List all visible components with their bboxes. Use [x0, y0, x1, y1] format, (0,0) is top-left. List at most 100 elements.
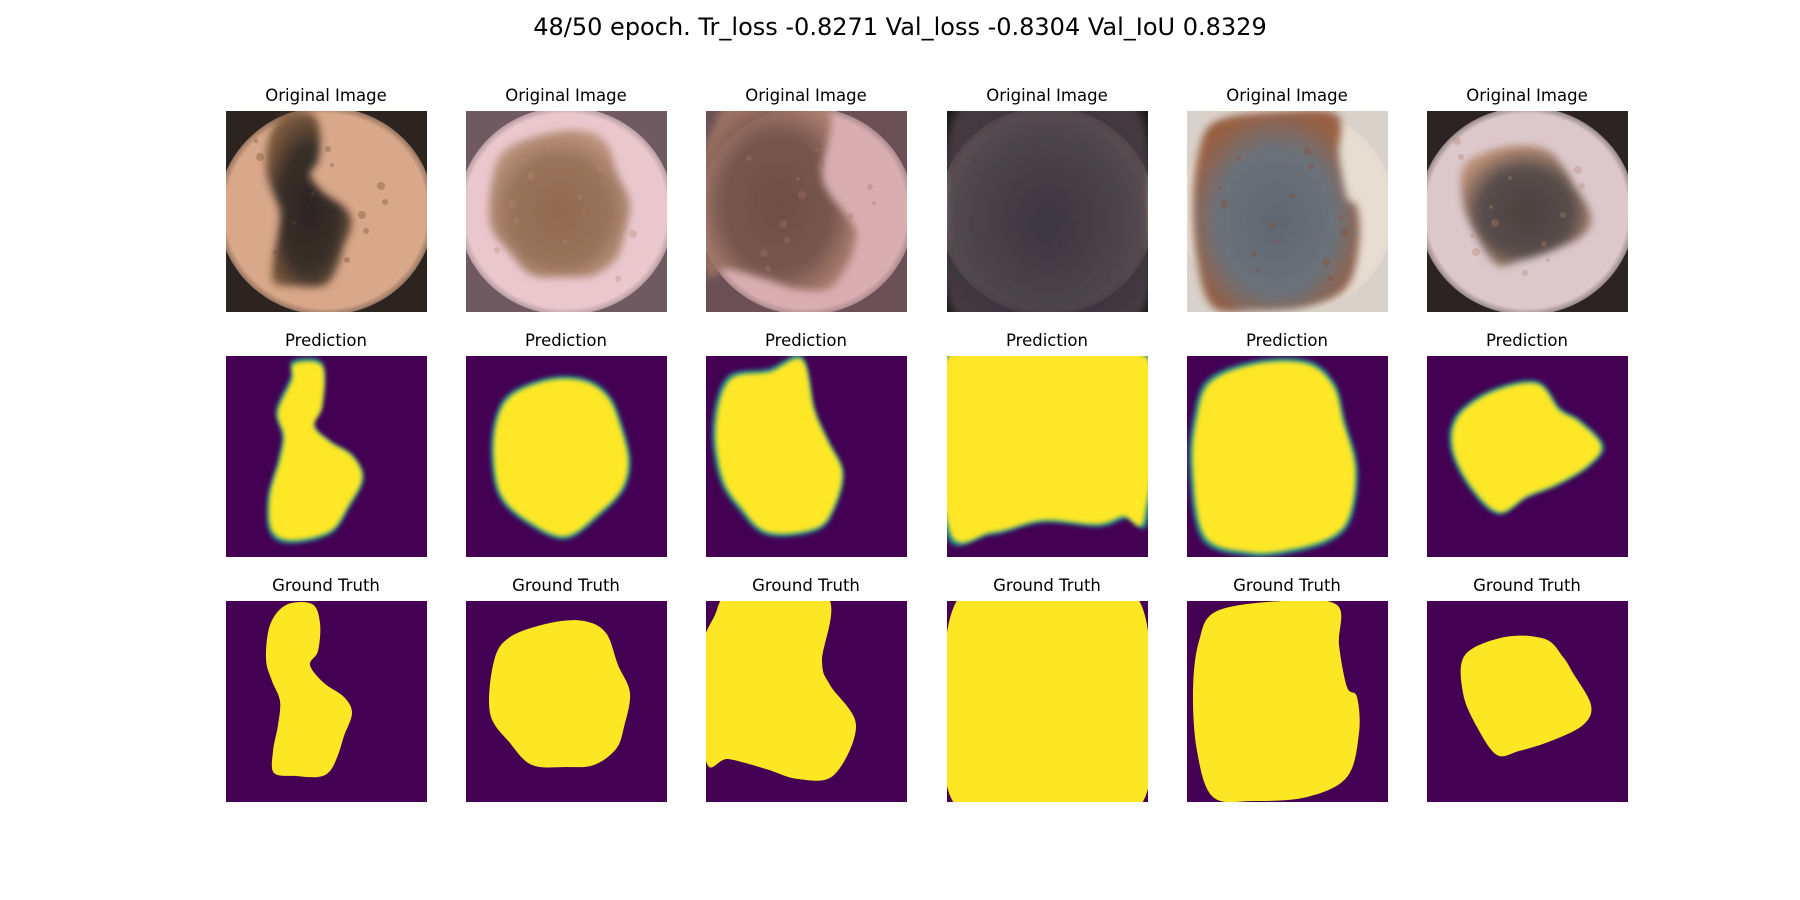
texture-spot: [1339, 215, 1343, 219]
texture-spot: [1089, 181, 1097, 189]
texture-spot: [508, 201, 516, 209]
texture-spot: [1220, 200, 1228, 208]
ground-truth-image: [706, 601, 907, 802]
texture-spot: [1541, 241, 1547, 247]
texture-spot: [601, 182, 605, 186]
texture-spot: [1508, 176, 1512, 180]
panel-title-ground-truth: Ground Truth: [512, 576, 620, 595]
ground-truth-image: [1187, 601, 1388, 802]
original-image: [706, 111, 907, 312]
panel-title-original: Original Image: [745, 86, 867, 105]
texture-spot: [292, 221, 296, 225]
texture-spot: [1560, 212, 1566, 218]
texture-spot: [544, 269, 548, 273]
texture-spot: [1032, 268, 1040, 276]
texture-spot: [596, 165, 602, 171]
texture-spot: [1270, 222, 1276, 228]
ground-truth-mask: [489, 620, 631, 768]
prediction-image: [706, 356, 907, 557]
original-svg: [1187, 111, 1388, 312]
texture-spot: [1470, 234, 1474, 238]
ground-truth-svg: [1427, 601, 1628, 802]
prediction-mask: [1192, 361, 1356, 554]
texture-spot: [577, 194, 583, 200]
panel-title-ground-truth: Ground Truth: [1473, 576, 1581, 595]
texture-spot: [1251, 251, 1257, 257]
texture-spot: [784, 237, 790, 243]
texture-spot: [746, 155, 752, 161]
ground-truth-svg: [226, 601, 427, 802]
texture-spot: [1070, 210, 1078, 218]
texture-spot: [563, 240, 567, 244]
panel-title-original: Original Image: [265, 86, 387, 105]
texture-spot: [1453, 137, 1461, 145]
prediction-svg: [1187, 356, 1388, 557]
prediction-image: [1187, 356, 1388, 557]
panel-title-prediction: Prediction: [1246, 331, 1328, 350]
panel-title-prediction: Prediction: [1486, 331, 1568, 350]
texture-spot: [872, 201, 876, 205]
texture-spot: [1087, 167, 1091, 171]
texture-spot: [1218, 186, 1222, 190]
texture-spot: [254, 139, 258, 143]
figure-suptitle: 48/50 epoch. Tr_loss -0.8271 Val_loss -0…: [533, 13, 1267, 41]
original-image: [947, 111, 1148, 312]
prediction-image: [1427, 356, 1628, 557]
prediction-svg: [706, 356, 907, 557]
texture-spot: [1037, 145, 1043, 151]
prediction-image: [226, 356, 427, 557]
panel-title-ground-truth: Ground Truth: [752, 576, 860, 595]
texture-spot: [779, 220, 787, 228]
texture-spot: [358, 211, 366, 219]
texture-spot: [546, 143, 554, 151]
prediction-svg: [466, 356, 667, 557]
texture-spot: [1018, 174, 1024, 180]
ground-truth-image: [226, 601, 427, 802]
texture-spot: [273, 250, 277, 254]
texture-spot: [760, 249, 768, 257]
texture-spot: [867, 184, 873, 190]
lesion: [1460, 145, 1592, 267]
texture-spot: [527, 172, 535, 180]
panel-title-original: Original Image: [1466, 86, 1588, 105]
texture-spot: [1289, 193, 1295, 199]
texture-spot: [1546, 258, 1550, 262]
texture-spot: [1489, 205, 1493, 209]
texture-spot: [817, 162, 825, 170]
ground-truth-svg: [947, 601, 1148, 802]
lesion: [947, 111, 1148, 312]
prediction-mask: [947, 356, 1148, 543]
texture-spot: [848, 213, 854, 219]
texture-spot: [1327, 275, 1333, 281]
texture-spot: [1527, 147, 1531, 151]
texture-spot: [256, 153, 264, 161]
panel-title-prediction: Prediction: [765, 331, 847, 350]
texture-spot: [815, 148, 819, 152]
texture-spot: [1051, 239, 1059, 247]
texture-spot: [1237, 157, 1241, 161]
texture-spot: [525, 158, 529, 162]
texture-spot: [615, 276, 621, 282]
texture-spot: [1522, 270, 1528, 276]
texture-spot: [344, 257, 350, 263]
ground-truth-svg: [466, 601, 667, 802]
panel-title-original: Original Image: [505, 86, 627, 105]
texture-spot: [382, 199, 388, 205]
texture-spot: [363, 228, 369, 234]
lesion: [489, 130, 631, 278]
prediction-svg: [226, 356, 427, 557]
original-svg: [1427, 111, 1628, 312]
texture-spot: [1056, 256, 1062, 262]
ground-truth-mask: [1460, 635, 1592, 757]
panel-title-ground-truth: Ground Truth: [272, 576, 380, 595]
texture-spot: [1303, 147, 1311, 155]
texture-spot: [796, 177, 800, 181]
prediction-mask: [715, 358, 843, 534]
texture-spot: [1322, 258, 1330, 266]
texture-spot: [999, 203, 1005, 209]
texture-spot: [853, 230, 857, 234]
texture-spot: [1308, 164, 1314, 170]
texture-spot: [1275, 239, 1279, 243]
prediction-image: [947, 356, 1148, 557]
